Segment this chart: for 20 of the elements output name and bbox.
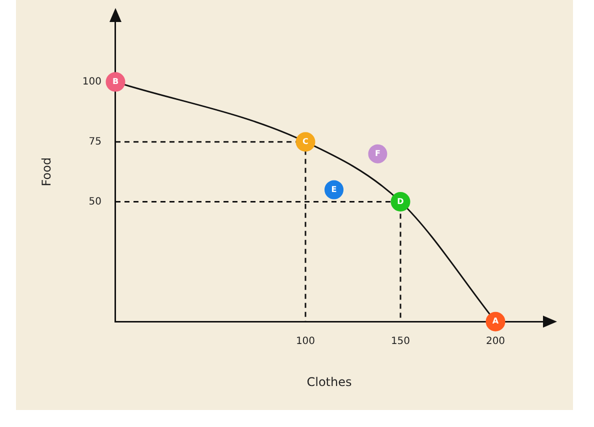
data-label: D	[397, 196, 404, 206]
point	[390, 192, 410, 212]
x-tick-label: 100	[296, 336, 316, 348]
series-label: F	[374, 148, 380, 158]
x-axis-title: Clothes	[306, 374, 352, 389]
data-label: B	[112, 77, 119, 86]
data-label: C	[302, 136, 309, 146]
point	[486, 312, 506, 332]
series-label: E	[331, 184, 337, 194]
x-tick-label: 150	[390, 336, 410, 348]
y-tick-label: 100	[82, 76, 102, 88]
y-axis-title: Food	[39, 157, 54, 186]
y-tick-label: 75	[88, 136, 102, 148]
y-tick-label: 50	[88, 196, 102, 208]
x-tick-label: 200	[486, 336, 506, 348]
point	[324, 180, 344, 200]
point	[106, 72, 126, 92]
point	[296, 132, 316, 152]
data-label: A	[492, 316, 500, 326]
point	[368, 144, 388, 164]
